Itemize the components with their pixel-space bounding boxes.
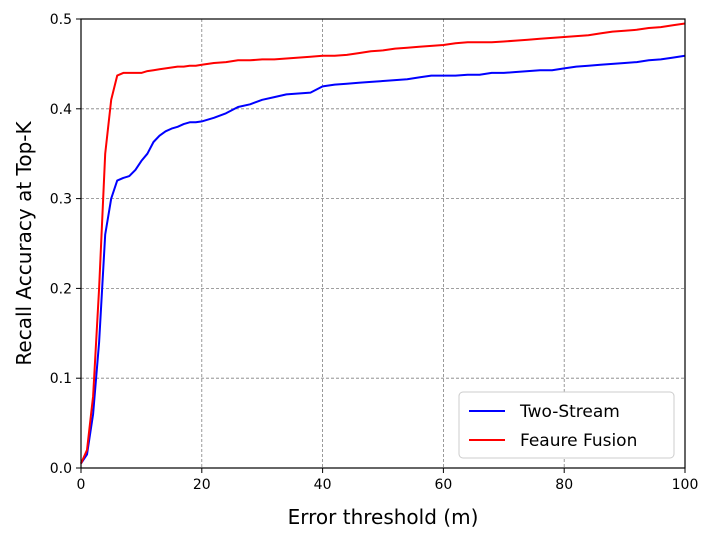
series-line-feaure-fusion xyxy=(80,22,686,464)
y-tick-label: 0.3 xyxy=(50,192,72,208)
legend: Two-Stream Feaure Fusion xyxy=(458,391,675,459)
x-tick-label: 0 xyxy=(77,477,86,493)
x-tick-label: 80 xyxy=(555,477,573,493)
y-tick-label: 0.5 xyxy=(50,12,72,28)
series-layer xyxy=(80,22,686,465)
legend-label-two-stream: Two-Stream xyxy=(519,402,620,422)
x-axis-title: Error threshold (m) xyxy=(288,505,479,529)
plot-frame xyxy=(80,18,686,469)
x-tick-label: 100 xyxy=(672,477,699,493)
x-tick-label: 60 xyxy=(434,477,452,493)
series-line-two-stream xyxy=(80,54,686,465)
y-axis-title: Recall Accuracy at Top-K xyxy=(12,121,36,366)
y-tick-label: 0.0 xyxy=(50,461,72,477)
legend-label-feaure-fusion: Feaure Fusion xyxy=(520,431,637,451)
x-tick-label: 20 xyxy=(193,477,211,493)
axis-ticks: 0 20 40 60 80 100 0.0 0.1 0.2 0.3 0.4 0.5 xyxy=(50,12,699,493)
y-tick-label: 0.2 xyxy=(50,281,72,297)
x-tick-label: 40 xyxy=(314,477,332,493)
y-tick-label: 0.1 xyxy=(50,371,72,387)
legend-box xyxy=(458,391,675,459)
y-tick-label: 0.4 xyxy=(50,102,72,118)
